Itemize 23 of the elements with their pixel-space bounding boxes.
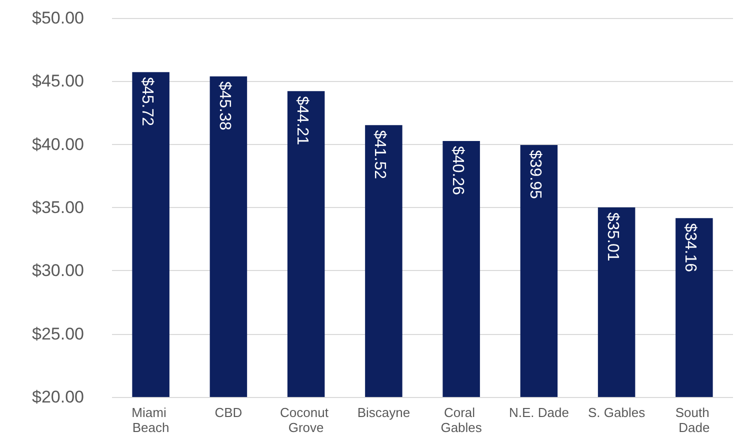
x-tick-label: Coral Gables (440, 405, 482, 435)
data-label: $41.52 (371, 130, 388, 180)
data-label: $39.95 (526, 150, 544, 200)
data-label: $44.21 (294, 96, 311, 146)
data-label: $40.26 (448, 146, 466, 196)
x-tick-label: N.E. Dade (508, 405, 569, 420)
y-tick-label: $20.00 (32, 388, 84, 406)
y-tick-label: $25.00 (32, 324, 84, 344)
data-label: $35.01 (604, 212, 622, 262)
data-label: $34.16 (682, 223, 699, 272)
x-tick-label: South Dade (675, 405, 713, 435)
x-tick-label: Coconut Grove (280, 405, 332, 435)
data-label: $45.38 (216, 81, 233, 130)
x-tick-label: Miami Beach (132, 405, 170, 435)
y-tick-label: $30.00 (32, 261, 84, 280)
y-tick-label: $40.00 (32, 134, 84, 154)
data-label: $45.72 (138, 77, 156, 126)
x-tick-label: CBD (214, 405, 242, 420)
x-tick-label: Biscayne (357, 405, 410, 420)
y-tick-label: $45.00 (32, 72, 84, 91)
x-tick-label: S. Gables (588, 405, 646, 420)
y-tick-label: $35.00 (32, 198, 84, 217)
y-tick-label: $50.00 (32, 8, 84, 28)
